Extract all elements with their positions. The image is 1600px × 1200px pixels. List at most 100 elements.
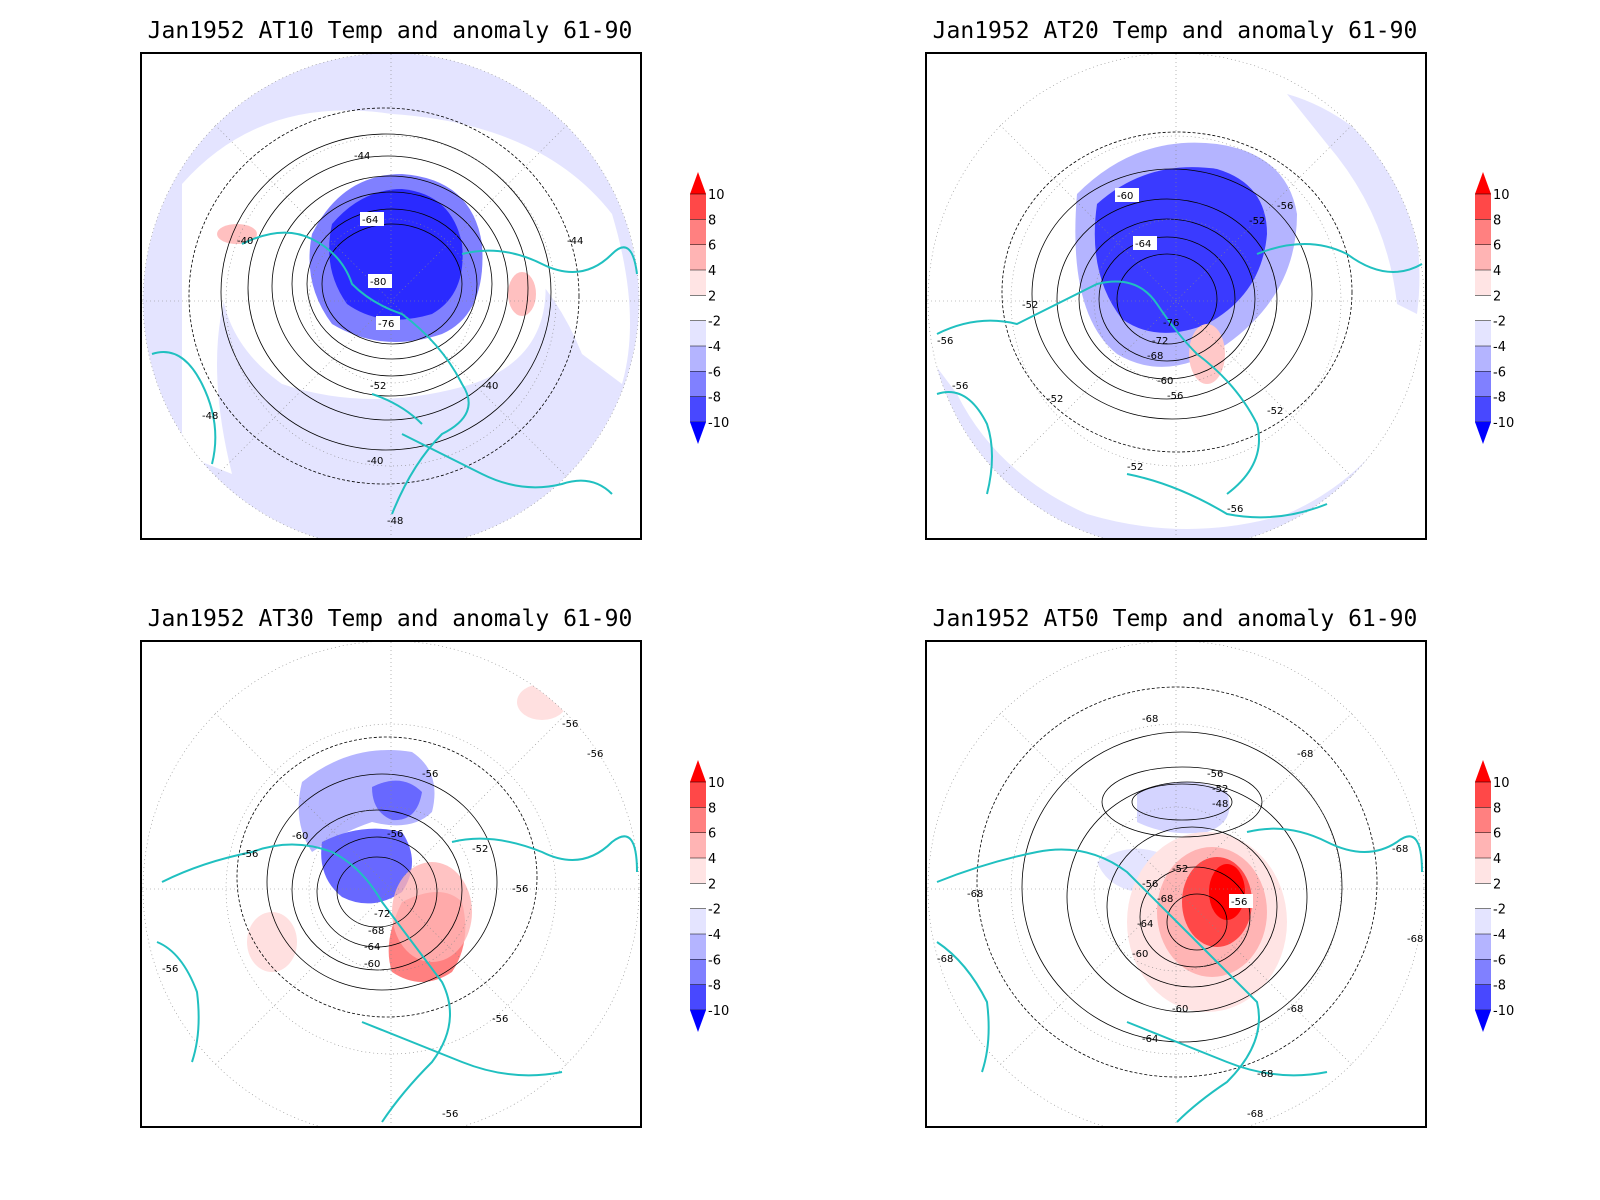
colorbar-swatch	[1475, 883, 1491, 909]
anomaly-field-negative-strong	[321, 828, 412, 904]
colorbar-swatch	[1475, 858, 1491, 884]
contour-label: -52	[1127, 462, 1143, 473]
panel-at10: Jan1952 AT10 Temp and anomaly 61-90	[140, 0, 920, 600]
contour-label: -68	[1297, 749, 1313, 760]
contour-label: -52	[1249, 216, 1265, 227]
colorbar-label: 10	[708, 188, 725, 203]
colorbar-label: 6	[1493, 239, 1501, 254]
colorbar-arrow-top	[1475, 760, 1491, 782]
contour-label: -56	[937, 336, 953, 347]
colorbar-label: -8	[1493, 979, 1506, 994]
anomaly-field-positive	[517, 684, 567, 720]
anomaly-field-positive	[217, 224, 257, 244]
panel-title: Jan1952 AT30 Temp and anomaly 61-90	[147, 606, 633, 632]
colorbar-swatch	[690, 934, 706, 960]
colorbar-label: -4	[1493, 340, 1506, 355]
colorbar-label: 4	[1493, 264, 1501, 279]
contour-label: -56	[492, 1014, 508, 1025]
colorbar-arrow-top	[690, 172, 706, 194]
colorbar-swatch	[690, 883, 706, 909]
colorbar: 10 8 6 4 2 -2 -4 -6 -8 -10	[1473, 758, 1533, 1038]
contour-label: -72	[1152, 336, 1168, 347]
colorbar-swatch	[1475, 934, 1491, 960]
colorbar-label: 2	[1493, 877, 1501, 892]
contour-label: -52	[370, 381, 386, 392]
colorbar-label: -6	[1493, 953, 1506, 968]
contour-lines	[1001, 131, 1353, 453]
contour-label: -56	[587, 749, 603, 760]
colorbar: 10 8 6 4 2 -2 -4 -6 -8 -10	[1473, 170, 1533, 450]
contour-label: -68	[368, 926, 384, 937]
contour-label: -60	[1172, 1004, 1188, 1015]
contour-label: -56	[952, 381, 968, 392]
colorbar-swatch	[690, 295, 706, 321]
anomaly-field-positive	[247, 912, 297, 972]
colorbar-arrow-bottom	[690, 422, 706, 444]
colorbar-swatch	[690, 984, 706, 1010]
colorbar-swatch	[1475, 396, 1491, 422]
contour-label: -72	[374, 909, 390, 920]
colorbar-swatch	[1475, 371, 1491, 397]
contour-labels: -60 -64 -76 -72 -68 -60 -56 -52 -56 -52 …	[937, 188, 1293, 515]
lat-lon-grid	[927, 54, 1425, 538]
colorbar-label: 6	[708, 827, 716, 842]
colorbar-swatch	[690, 959, 706, 985]
contour-label: -56	[422, 769, 438, 780]
anomaly-field-positive-max	[1209, 864, 1245, 920]
panel-at50: Jan1952 AT50 Temp and anomaly 61-90	[925, 588, 1600, 1188]
colorbar-label: -10	[708, 1004, 729, 1019]
anomaly-field-negative-strong	[329, 189, 463, 320]
polar-map: -60 -64 -76 -72 -68 -60 -56 -52 -56 -52 …	[925, 52, 1427, 540]
colorbar-label: 6	[708, 239, 716, 254]
colorbar-label: 6	[1493, 827, 1501, 842]
colorbar-swatch	[690, 782, 706, 808]
panel-title: Jan1952 AT10 Temp and anomaly 61-90	[147, 18, 633, 44]
colorbar-label: -10	[1493, 416, 1514, 431]
colorbar-label: 8	[1493, 801, 1501, 816]
colorbar-label: 10	[1493, 188, 1510, 203]
colorbar-label: -4	[1493, 928, 1506, 943]
contour-label: -68	[967, 889, 983, 900]
colorbar-label: 4	[708, 264, 716, 279]
contour-label: -64	[1137, 919, 1153, 930]
contour-label: -40	[482, 381, 498, 392]
contour-label: -80	[370, 277, 386, 288]
colorbar-label: -6	[708, 953, 721, 968]
anomaly-field-negative-light	[1287, 94, 1420, 314]
contour-label: -44	[354, 151, 370, 162]
contour-label: -56	[1167, 391, 1183, 402]
colorbar-swatch	[1475, 984, 1491, 1010]
lat-lon-grid	[142, 54, 640, 538]
colorbar-swatch	[1475, 959, 1491, 985]
colorbar-arrow-bottom	[1475, 422, 1491, 444]
contour-label: -52	[1022, 300, 1038, 311]
colorbar-label: 2	[708, 289, 716, 304]
contour-label: -68	[1287, 1004, 1303, 1015]
colorbar-label: -2	[1493, 903, 1506, 918]
colorbar-swatch	[1475, 908, 1491, 934]
anomaly-field-negative-strong	[1094, 167, 1267, 333]
colorbar-svg: 10 8 6 4 2 -2 -4 -6 -8 -10	[690, 172, 729, 444]
contour-labels: -56 -68 -64 -60 -60 -64 -56 -52 -48 -68 …	[937, 714, 1423, 1120]
colorbar: 10 8 6 4 2 -2 -4 -6 -8 -10	[688, 758, 748, 1038]
lat-lon-grid	[927, 642, 1425, 1126]
contour-label: -68	[937, 954, 953, 965]
colorbar-swatch	[1475, 320, 1491, 346]
colorbar-label: 2	[1493, 289, 1501, 304]
colorbar-swatch	[1475, 219, 1491, 245]
contour-label: -60	[292, 831, 308, 842]
contour-lines	[236, 736, 538, 1018]
panel-at20: Jan1952 AT20 Temp and anomaly 61-90	[925, 0, 1600, 600]
contour-label: -52	[1267, 406, 1283, 417]
contour-label: -68	[1407, 934, 1423, 945]
colorbar-label: -8	[708, 979, 721, 994]
contour-label: -68	[1142, 714, 1158, 725]
contour-label: -56	[512, 884, 528, 895]
colorbar-swatch	[1475, 346, 1491, 372]
contour-label: -48	[202, 411, 218, 422]
contour-label: -60	[364, 959, 380, 970]
contour-label: -68	[1147, 351, 1163, 362]
colorbar-arrow-bottom	[690, 1010, 706, 1032]
coastlines	[936, 243, 1423, 519]
contour-labels: -80 -64 -76 -44 -40 -48 -48 -52 -40 -44 …	[202, 151, 583, 527]
